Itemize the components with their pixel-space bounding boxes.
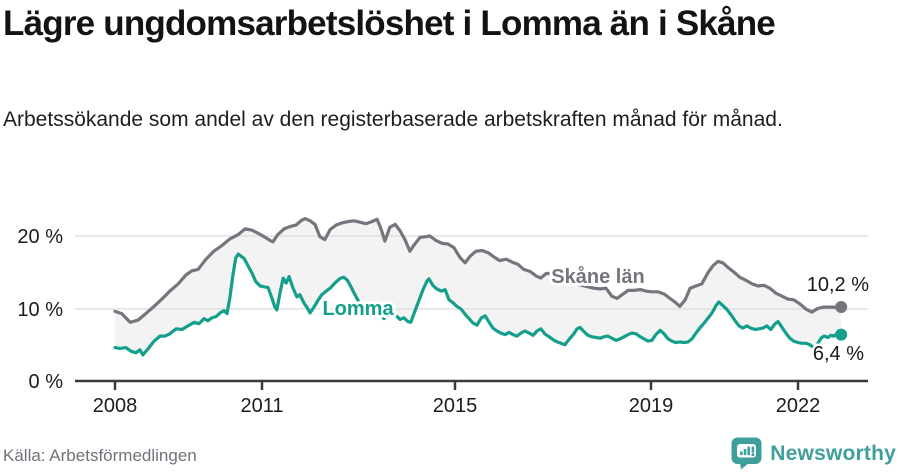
newsworthy-logo: Newsworthy bbox=[731, 437, 896, 470]
x-axis-label: 2015 bbox=[433, 395, 478, 417]
y-axis-label: 10 % bbox=[17, 299, 63, 321]
y-axis-label: 0 % bbox=[29, 371, 64, 393]
skane-line bbox=[113, 217, 843, 324]
lomma-line bbox=[113, 252, 843, 357]
x-axis-label: 2008 bbox=[93, 395, 138, 417]
source-text: Källa: Arbetsförmedlingen bbox=[3, 446, 197, 465]
lomma-end-dot bbox=[835, 328, 848, 341]
x-axis-label: 2011 bbox=[240, 395, 283, 417]
lomma-end-value: 6,4 % bbox=[813, 343, 864, 365]
page-title: Lägre ungdomsarbetslöshet i Lomma än i S… bbox=[3, 4, 776, 43]
between-area bbox=[115, 218, 842, 355]
y-axis-label: 20 % bbox=[17, 226, 63, 248]
skane-series-label: Skåne län bbox=[551, 265, 644, 288]
newsworthy-logo-icon bbox=[731, 437, 762, 470]
skane-end-value: 10,2 % bbox=[807, 274, 869, 296]
x-axis-label: 2022 bbox=[776, 395, 821, 417]
lomma-series-label: Lomma bbox=[322, 298, 394, 320]
x-axis-label: 2019 bbox=[629, 395, 674, 417]
newsworthy-logo-text: Newsworthy bbox=[770, 441, 896, 465]
skane-end-dot bbox=[835, 301, 848, 314]
page-subtitle: Arbetssökande som andel av den registerb… bbox=[3, 108, 783, 131]
